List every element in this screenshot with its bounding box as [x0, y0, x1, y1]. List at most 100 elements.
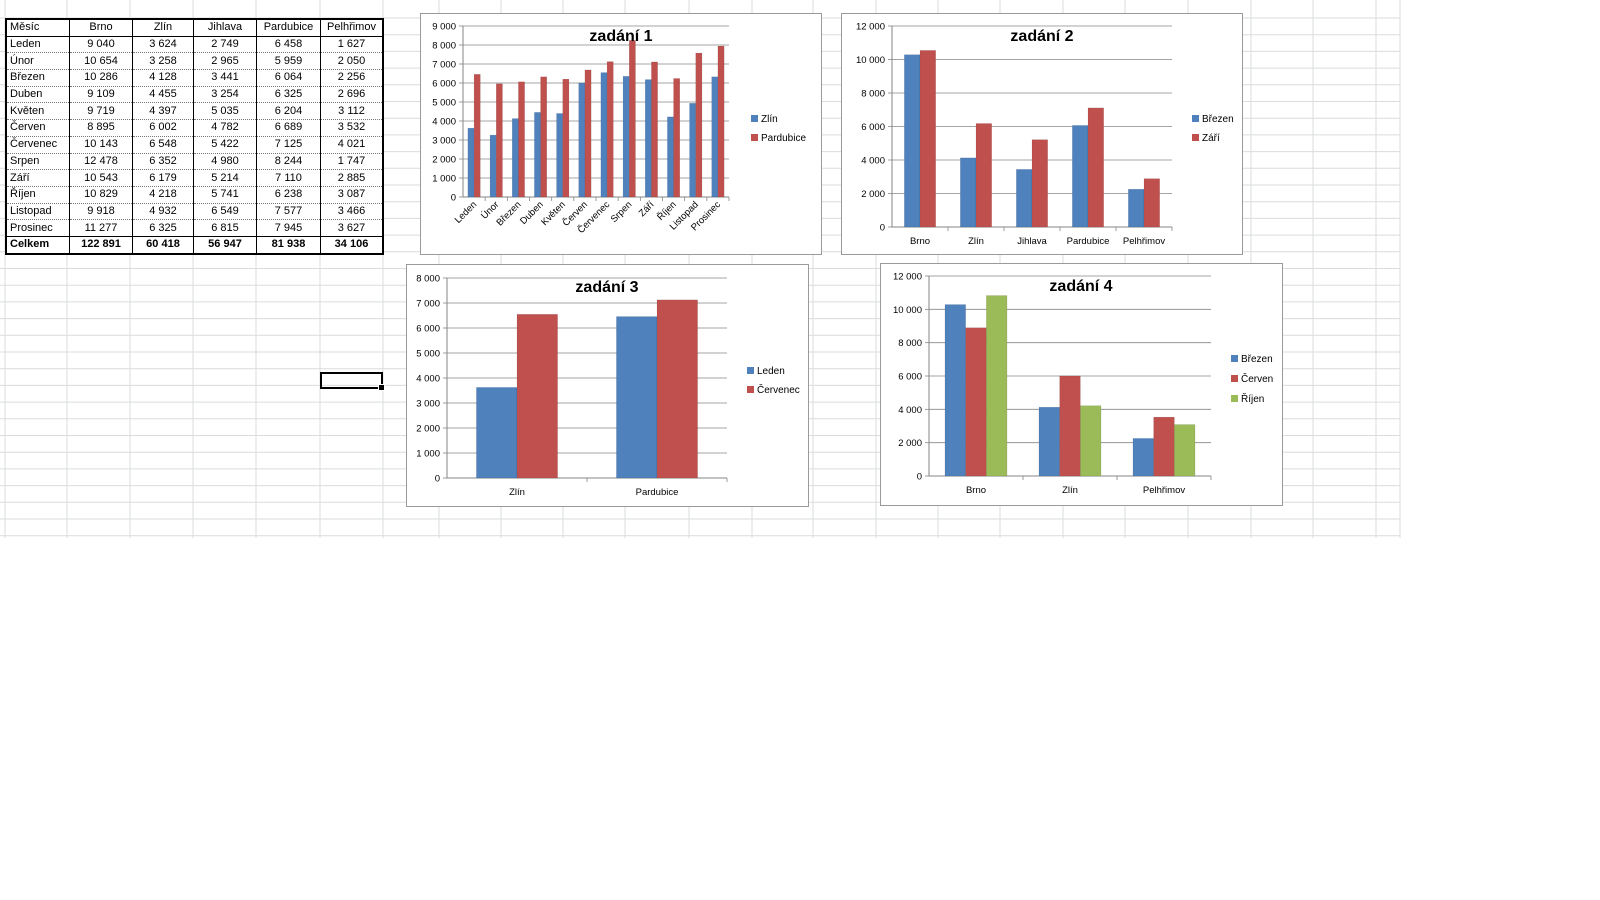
chart-title[interactable]: zadání 1: [589, 28, 652, 45]
bar-Pardubice-Červen[interactable]: [584, 69, 592, 198]
chart-title[interactable]: zadání 2: [1010, 28, 1073, 45]
table-value-cell[interactable]: 5 422: [193, 136, 257, 154]
bar-Červen-Pelhřimov[interactable]: [1153, 416, 1175, 477]
table-value-cell[interactable]: 8 244: [256, 153, 321, 171]
bar-Zlín-Červenec[interactable]: [600, 72, 608, 198]
table-value-cell[interactable]: 3 112: [320, 102, 384, 121]
bar-Zlín-Květen[interactable]: [556, 113, 564, 198]
table-value-cell[interactable]: 4 980: [193, 153, 257, 171]
table-value-cell[interactable]: 4 932: [132, 203, 194, 221]
table-header-cell[interactable]: Pelhřimov: [320, 19, 384, 37]
bar-Září-Jihlava[interactable]: [1031, 139, 1048, 228]
bar-Září-Pardubice[interactable]: [1087, 107, 1104, 228]
table-value-cell[interactable]: 7 577: [256, 203, 321, 221]
chart-legend[interactable]: Leden Červenec: [747, 366, 800, 396]
table-value-cell[interactable]: 34 106: [320, 235, 384, 254]
table-value-cell[interactable]: 4 021: [320, 136, 384, 154]
table-value-cell[interactable]: 2 256: [320, 69, 384, 87]
table-value-cell[interactable]: 4 218: [132, 186, 194, 204]
bar-Září-Brno[interactable]: [919, 50, 936, 228]
bar-Březen-Brno[interactable]: [944, 304, 966, 477]
table-value-cell[interactable]: 5 959: [256, 52, 321, 71]
chart-title[interactable]: zadání 3: [575, 279, 638, 296]
bar-Pardubice-Červenec[interactable]: [606, 61, 614, 198]
table-month-cell[interactable]: Červen: [6, 119, 70, 137]
table-value-cell[interactable]: 6 179: [132, 169, 194, 187]
bar-Pardubice-Listopad[interactable]: [695, 52, 703, 198]
table-value-cell[interactable]: 3 258: [132, 52, 194, 71]
table-value-cell[interactable]: 2 885: [320, 169, 384, 187]
table-value-cell[interactable]: 5 035: [193, 102, 257, 121]
chart-zadani-2[interactable]: 0 2 000 4 000 6 000 8 000 10 000 12 000 Brno Zlí…: [841, 13, 1243, 255]
bar-Červenec-Zlín[interactable]: [516, 314, 558, 479]
bar-Zlín-Duben[interactable]: [534, 112, 541, 198]
table-value-cell[interactable]: 3 624: [132, 36, 194, 54]
table-month-cell[interactable]: Celkem: [6, 235, 70, 254]
table-value-cell[interactable]: 10 143: [69, 136, 133, 154]
bar-Zlín-Leden[interactable]: [467, 127, 475, 198]
bar-Září-Pelhřimov[interactable]: [1143, 178, 1160, 228]
table-value-cell[interactable]: 3 087: [320, 186, 384, 204]
table-value-cell[interactable]: 9 719: [69, 102, 133, 121]
table-month-cell[interactable]: Listopad: [6, 203, 70, 221]
bar-Červen-Zlín[interactable]: [1059, 375, 1081, 477]
table-value-cell[interactable]: 9 040: [69, 36, 133, 54]
chart-zadani-4[interactable]: 0 2 000 4 000 6 000 8 000 10 000 12 000 Brno Zlí…: [880, 263, 1283, 506]
table-month-cell[interactable]: Říjen: [6, 186, 70, 204]
table-value-cell[interactable]: 9 918: [69, 203, 133, 221]
table-value-cell[interactable]: 10 286: [69, 69, 133, 87]
chart-zadani-1[interactable]: 0 1 000 2 000 3 000 4 000 5 000 6 000 7 000 8 00…: [420, 13, 822, 255]
table-value-cell[interactable]: 3 627: [320, 219, 384, 237]
table-month-cell[interactable]: Květen: [6, 102, 70, 121]
bar-Zlín-Září[interactable]: [644, 79, 652, 198]
table-value-cell[interactable]: 12 478: [69, 153, 133, 171]
table-value-cell[interactable]: 3 254: [193, 86, 257, 104]
bar-Březen-Zlín[interactable]: [960, 157, 977, 228]
table-value-cell[interactable]: 10 543: [69, 169, 133, 187]
table-value-cell[interactable]: 5 214: [193, 169, 257, 187]
table-value-cell[interactable]: 6 815: [193, 219, 257, 237]
table-value-cell[interactable]: 6 458: [256, 36, 321, 54]
table-value-cell[interactable]: 4 455: [132, 86, 194, 104]
bar-Září-Zlín[interactable]: [975, 123, 992, 228]
table-month-cell[interactable]: Únor: [6, 52, 70, 71]
bar-Březen-Pardubice[interactable]: [1072, 125, 1089, 228]
bar-Zlín-Březen[interactable]: [511, 118, 519, 198]
bar-Březen-Brno[interactable]: [904, 54, 921, 228]
bar-Říjen-Brno[interactable]: [986, 295, 1008, 477]
table-value-cell[interactable]: 3 441: [193, 69, 257, 87]
table-month-cell[interactable]: Prosinec: [6, 219, 70, 237]
table-value-cell[interactable]: 7 125: [256, 136, 321, 154]
bar-Červen-Brno[interactable]: [965, 327, 987, 477]
bar-Pardubice-Březen[interactable]: [518, 81, 525, 198]
table-header-cell[interactable]: Měsíc: [6, 19, 70, 37]
bar-Březen-Pelhřimov[interactable]: [1128, 188, 1145, 228]
bar-Březen-Jihlava[interactable]: [1016, 169, 1033, 228]
table-value-cell[interactable]: 60 418: [132, 235, 194, 254]
table-value-cell[interactable]: 2 050: [320, 52, 384, 71]
bar-Říjen-Zlín[interactable]: [1080, 405, 1102, 477]
table-value-cell[interactable]: 3 466: [320, 203, 384, 221]
bar-Zlín-Říjen[interactable]: [667, 116, 674, 198]
chart-legend[interactable]: Březen Září: [1192, 114, 1234, 144]
table-value-cell[interactable]: 2 749: [193, 36, 257, 54]
table-value-cell[interactable]: 3 532: [320, 119, 384, 137]
table-value-cell[interactable]: 122 891: [69, 235, 133, 254]
table-month-cell[interactable]: Leden: [6, 36, 70, 54]
table-value-cell[interactable]: 7 110: [256, 169, 321, 187]
table-value-cell[interactable]: 10 829: [69, 186, 133, 204]
fill-handle[interactable]: [378, 384, 385, 391]
table-value-cell[interactable]: 1 747: [320, 153, 384, 171]
active-cell-selection[interactable]: [320, 372, 385, 391]
chart-title[interactable]: zadání 4: [1049, 278, 1112, 295]
chart-zadani-3[interactable]: 0 1 000 2 000 3 000 4 000 5 000 6 000 7 000 8 00…: [406, 264, 809, 507]
table-value-cell[interactable]: 5 741: [193, 186, 257, 204]
table-value-cell[interactable]: 4 128: [132, 69, 194, 87]
chart-legend[interactable]: Březen Červen Říjen: [1231, 354, 1273, 405]
bar-Leden-Zlín[interactable]: [476, 387, 518, 479]
bar-Zlín-Listopad[interactable]: [689, 103, 697, 198]
table-value-cell[interactable]: 4 782: [193, 119, 257, 137]
bar-Zlín-Srpen[interactable]: [622, 76, 630, 198]
table-month-cell[interactable]: Duben: [6, 86, 70, 104]
table-month-cell[interactable]: Březen: [6, 69, 70, 87]
